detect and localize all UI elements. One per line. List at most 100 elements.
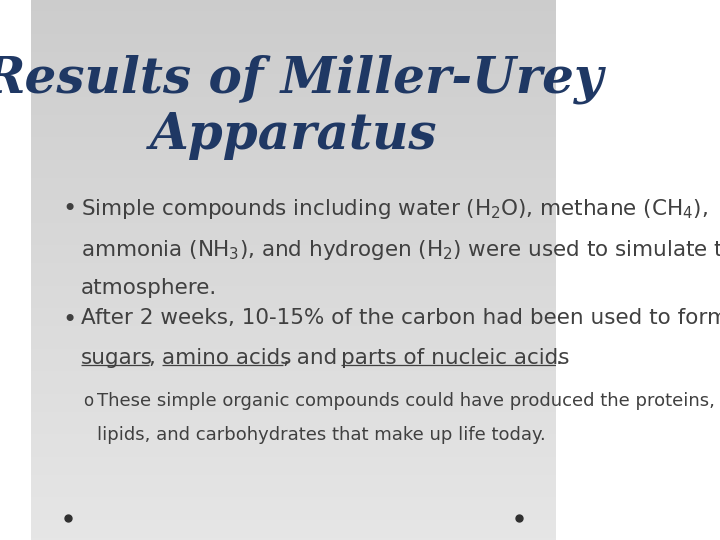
- Bar: [31, 81, 556, 85]
- Text: Apparatus: Apparatus: [150, 111, 437, 160]
- Bar: [31, 247, 556, 252]
- Bar: [31, 333, 556, 338]
- Bar: [31, 207, 556, 212]
- Bar: [31, 112, 556, 117]
- Bar: [31, 117, 556, 122]
- Bar: [31, 436, 556, 441]
- Text: After 2 weeks, 10-15% of the carbon had been used to form: After 2 weeks, 10-15% of the carbon had …: [81, 308, 720, 328]
- Bar: [31, 355, 556, 360]
- Bar: [31, 104, 556, 108]
- Bar: [31, 4, 556, 9]
- Text: atmosphere.: atmosphere.: [81, 278, 217, 298]
- Text: o: o: [84, 392, 94, 409]
- Bar: [31, 490, 556, 495]
- Bar: [31, 31, 556, 36]
- Bar: [31, 418, 556, 423]
- Bar: [31, 50, 556, 54]
- Bar: [31, 306, 556, 310]
- Bar: [31, 148, 556, 153]
- Bar: [31, 522, 556, 526]
- Bar: [31, 0, 556, 4]
- Text: ,: ,: [148, 348, 162, 368]
- Bar: [31, 369, 556, 374]
- Bar: [31, 500, 556, 504]
- Bar: [31, 162, 556, 166]
- Bar: [31, 432, 556, 436]
- Bar: [31, 72, 556, 77]
- Bar: [31, 526, 556, 531]
- Bar: [31, 477, 556, 482]
- Bar: [31, 531, 556, 536]
- Bar: [31, 463, 556, 468]
- Bar: [31, 486, 556, 490]
- Bar: [31, 63, 556, 68]
- Bar: [31, 509, 556, 513]
- Bar: [31, 14, 556, 18]
- Bar: [31, 94, 556, 99]
- Bar: [31, 212, 556, 216]
- Text: amino acids: amino acids: [161, 348, 291, 368]
- Bar: [31, 472, 556, 477]
- Bar: [31, 310, 556, 315]
- Bar: [31, 220, 556, 225]
- Bar: [31, 45, 556, 50]
- Bar: [31, 423, 556, 428]
- Bar: [31, 198, 556, 202]
- Bar: [31, 108, 556, 112]
- Bar: [31, 18, 556, 23]
- Bar: [31, 180, 556, 185]
- Bar: [31, 40, 556, 45]
- Text: .: .: [556, 348, 563, 368]
- Bar: [31, 342, 556, 347]
- Text: These simple organic compounds could have produced the proteins,: These simple organic compounds could hav…: [96, 392, 714, 409]
- Bar: [31, 85, 556, 90]
- Text: ammonia (NH$_3$), and hydrogen (H$_2$) were used to simulate the: ammonia (NH$_3$), and hydrogen (H$_2$) w…: [81, 238, 720, 261]
- Bar: [31, 320, 556, 324]
- Bar: [31, 378, 556, 382]
- Bar: [31, 58, 556, 63]
- Bar: [31, 374, 556, 378]
- Text: parts of nucleic acids: parts of nucleic acids: [341, 348, 570, 368]
- Bar: [31, 450, 556, 455]
- Bar: [31, 347, 556, 351]
- Bar: [31, 77, 556, 81]
- Bar: [31, 225, 556, 229]
- Bar: [31, 202, 556, 207]
- Bar: [31, 315, 556, 320]
- Bar: [31, 158, 556, 162]
- Bar: [31, 513, 556, 517]
- Bar: [31, 324, 556, 328]
- Bar: [31, 301, 556, 306]
- Bar: [31, 239, 556, 243]
- Bar: [31, 428, 556, 432]
- Bar: [31, 297, 556, 301]
- Bar: [31, 185, 556, 189]
- Bar: [31, 482, 556, 486]
- Bar: [31, 401, 556, 405]
- Bar: [31, 216, 556, 220]
- Bar: [31, 256, 556, 261]
- Bar: [31, 284, 556, 288]
- Bar: [31, 230, 556, 234]
- Bar: [31, 414, 556, 418]
- Bar: [31, 252, 556, 256]
- Bar: [31, 536, 556, 540]
- Text: Simple compounds including water (H$_2$O), methane (CH$_4$),: Simple compounds including water (H$_2$O…: [81, 197, 708, 221]
- Bar: [31, 166, 556, 171]
- Bar: [31, 126, 556, 131]
- Bar: [31, 266, 556, 270]
- Bar: [31, 446, 556, 450]
- Bar: [31, 364, 556, 369]
- Bar: [31, 189, 556, 193]
- Bar: [31, 135, 556, 139]
- Text: •: •: [63, 197, 77, 221]
- Bar: [31, 139, 556, 144]
- Bar: [31, 351, 556, 355]
- Bar: [31, 382, 556, 387]
- Bar: [31, 279, 556, 284]
- Bar: [31, 261, 556, 266]
- Bar: [31, 234, 556, 239]
- Bar: [31, 455, 556, 459]
- Bar: [31, 36, 556, 40]
- Text: Results of Miller-Urey: Results of Miller-Urey: [0, 54, 603, 104]
